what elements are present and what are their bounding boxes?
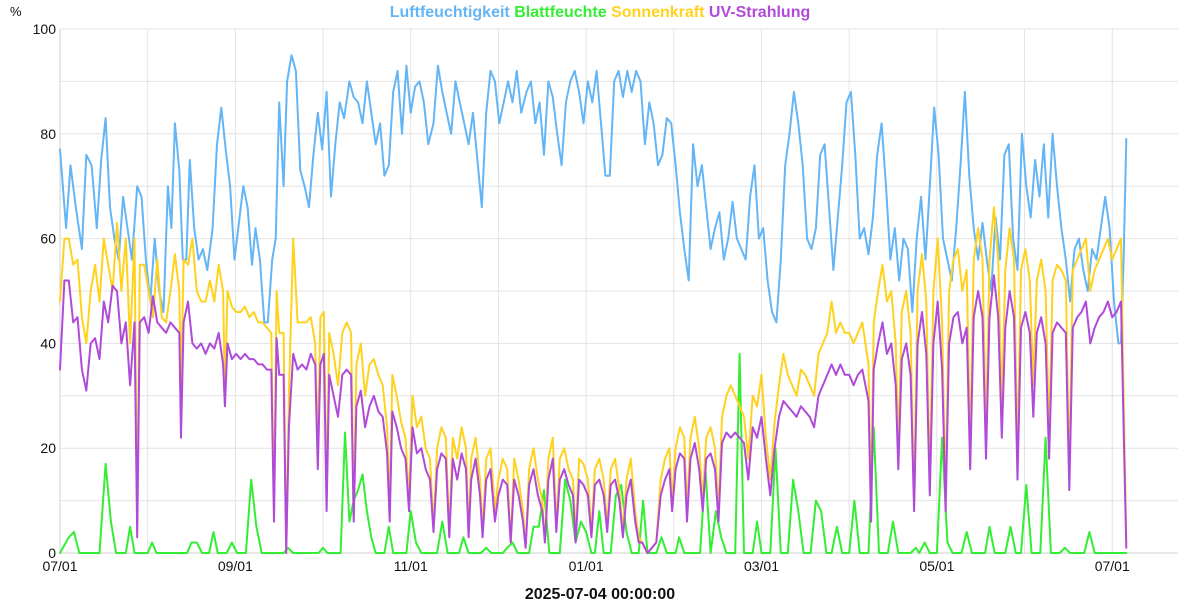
x-tick-label: 05/01 (919, 558, 954, 574)
legend-entry: Sonnenkraft (607, 4, 705, 21)
x-axis-label: 2025-07-04 00:00:00 (525, 586, 675, 600)
y-tick-label: 60 (40, 231, 56, 247)
legend-entry: Luftfeuchtigkeit (390, 4, 511, 21)
series-line-uv-strahlung (59, 274, 1128, 554)
y-axis-ticks: 0 20 40 60 80 100 (33, 21, 57, 561)
x-tick-label: 01/01 (569, 558, 604, 574)
legend-entry: UV-Strahlung (704, 4, 810, 21)
y-tick-label: 0 (48, 545, 56, 561)
y-axis-label: % (10, 4, 22, 19)
legend: Luftfeuchtigkeit Blattfeuchte Sonnenkraf… (390, 4, 810, 21)
x-tick-label: 07/01 (1095, 558, 1130, 574)
x-tick-label: 09/01 (218, 558, 253, 574)
series-lines (59, 54, 1128, 554)
x-axis-ticks: 07/01 09/01 11/01 01/01 03/01 05/01 07/01 (42, 558, 1129, 574)
x-tick-label: 11/01 (394, 558, 428, 574)
x-tick-label: 07/01 (42, 558, 77, 574)
y-tick-label: 100 (33, 21, 57, 37)
y-tick-label: 80 (40, 126, 56, 142)
y-tick-label: 40 (40, 335, 56, 351)
x-tick-label: 03/01 (744, 558, 779, 574)
legend-entry: Blattfeuchte (510, 4, 607, 21)
y-tick-label: 20 (40, 440, 56, 456)
